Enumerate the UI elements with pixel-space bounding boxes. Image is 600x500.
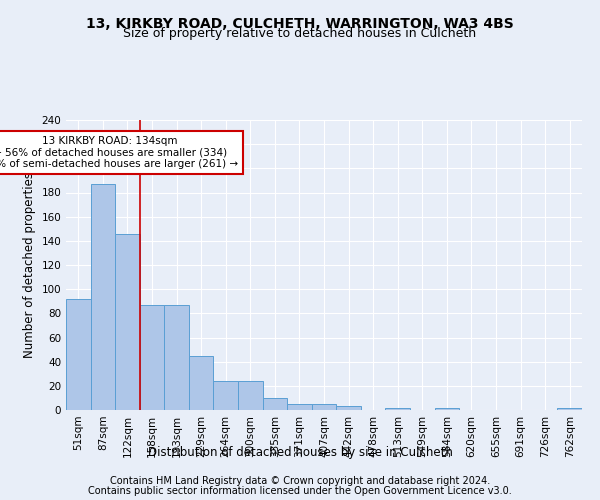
Bar xyxy=(189,356,214,410)
Bar xyxy=(164,305,189,410)
Text: Contains public sector information licensed under the Open Government Licence v3: Contains public sector information licen… xyxy=(88,486,512,496)
Bar xyxy=(385,408,410,410)
Text: 13 KIRKBY ROAD: 134sqm
← 56% of detached houses are smaller (334)
44% of semi-de: 13 KIRKBY ROAD: 134sqm ← 56% of detached… xyxy=(0,136,238,169)
Bar xyxy=(214,381,238,410)
Text: 13, KIRKBY ROAD, CULCHETH, WARRINGTON, WA3 4BS: 13, KIRKBY ROAD, CULCHETH, WARRINGTON, W… xyxy=(86,18,514,32)
Bar xyxy=(287,404,312,410)
Bar xyxy=(263,398,287,410)
Text: Distribution of detached houses by size in Culcheth: Distribution of detached houses by size … xyxy=(148,446,452,459)
Bar xyxy=(336,406,361,410)
Bar xyxy=(312,404,336,410)
Bar xyxy=(91,184,115,410)
Y-axis label: Number of detached properties: Number of detached properties xyxy=(23,172,36,358)
Text: Size of property relative to detached houses in Culcheth: Size of property relative to detached ho… xyxy=(124,28,476,40)
Text: Contains HM Land Registry data © Crown copyright and database right 2024.: Contains HM Land Registry data © Crown c… xyxy=(110,476,490,486)
Bar xyxy=(434,408,459,410)
Bar xyxy=(115,234,140,410)
Bar xyxy=(140,305,164,410)
Bar xyxy=(238,381,263,410)
Bar xyxy=(66,299,91,410)
Bar xyxy=(557,408,582,410)
